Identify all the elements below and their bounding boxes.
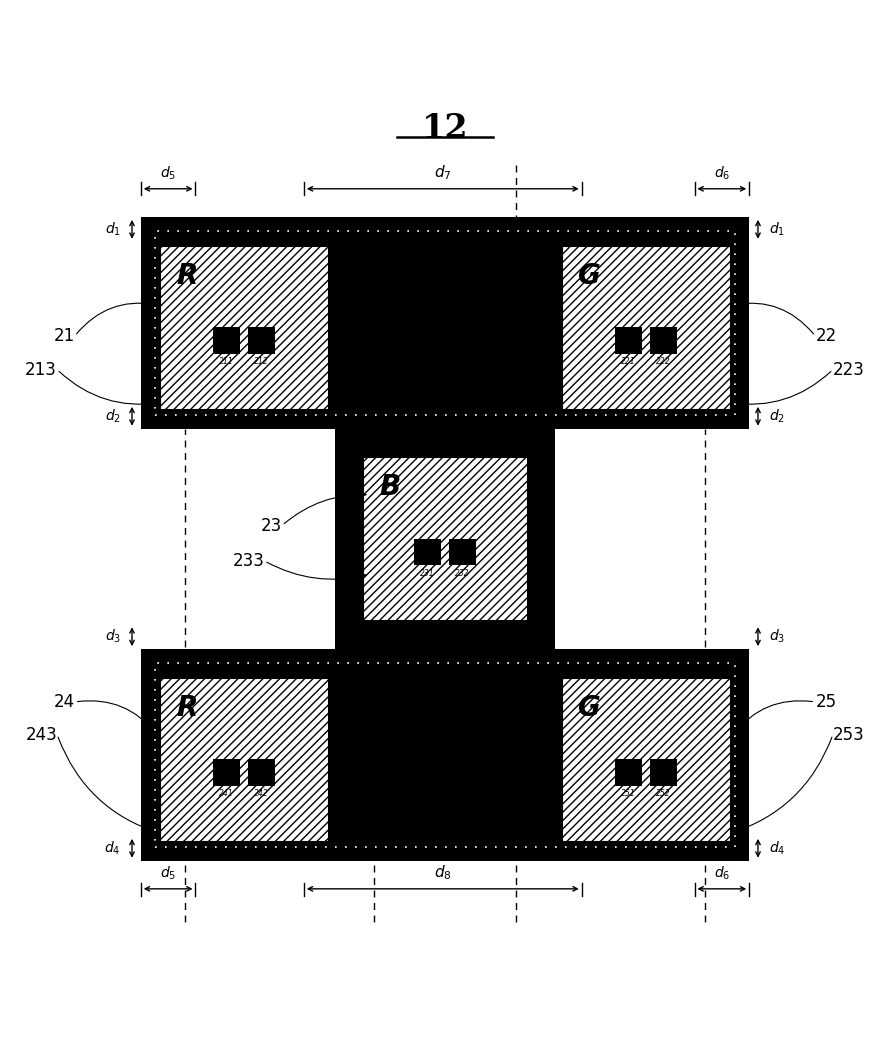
Text: 22: 22 bbox=[815, 328, 837, 346]
Text: $d_3$: $d_3$ bbox=[769, 628, 786, 646]
Text: 211: 211 bbox=[219, 357, 234, 367]
Text: R: R bbox=[176, 262, 198, 290]
Bar bbox=[363, 457, 527, 620]
Text: 242: 242 bbox=[255, 790, 269, 798]
Bar bbox=[213, 328, 239, 354]
Text: 23: 23 bbox=[261, 516, 282, 534]
Bar bbox=[141, 217, 749, 428]
Text: 232: 232 bbox=[456, 568, 470, 578]
Text: 24: 24 bbox=[53, 693, 75, 711]
Text: 241: 241 bbox=[219, 790, 234, 798]
Text: G: G bbox=[578, 262, 601, 290]
Text: $d_4$: $d_4$ bbox=[104, 840, 121, 856]
Text: 252: 252 bbox=[656, 790, 671, 798]
Text: $d_1$: $d_1$ bbox=[769, 220, 785, 238]
Bar bbox=[160, 678, 328, 842]
Bar bbox=[651, 760, 677, 785]
Text: 223: 223 bbox=[833, 360, 865, 378]
Bar bbox=[141, 649, 749, 861]
Text: G: G bbox=[578, 694, 601, 722]
Bar bbox=[248, 328, 275, 354]
Text: 212: 212 bbox=[255, 357, 269, 367]
Text: 231: 231 bbox=[420, 568, 434, 578]
Text: 221: 221 bbox=[621, 357, 635, 367]
Text: R: R bbox=[176, 694, 198, 722]
Bar bbox=[213, 760, 239, 785]
Bar bbox=[651, 328, 677, 354]
Bar bbox=[155, 231, 735, 414]
Text: $d_1$: $d_1$ bbox=[105, 220, 121, 238]
Bar bbox=[562, 246, 730, 409]
Bar bbox=[615, 328, 642, 354]
Bar bbox=[155, 664, 735, 847]
Text: $d_7$: $d_7$ bbox=[434, 163, 451, 181]
Bar bbox=[160, 246, 328, 409]
Bar bbox=[615, 760, 642, 785]
Text: 233: 233 bbox=[232, 552, 264, 570]
Bar bbox=[449, 538, 476, 565]
Text: 21: 21 bbox=[53, 328, 75, 346]
Text: 243: 243 bbox=[25, 725, 57, 743]
Text: $d_6$: $d_6$ bbox=[714, 864, 730, 882]
Text: $d_4$: $d_4$ bbox=[769, 840, 786, 856]
Text: $d_3$: $d_3$ bbox=[104, 628, 121, 646]
Text: 251: 251 bbox=[621, 790, 635, 798]
Text: 222: 222 bbox=[656, 357, 671, 367]
Bar bbox=[414, 538, 441, 565]
Text: 12: 12 bbox=[422, 112, 468, 145]
Text: B: B bbox=[379, 473, 400, 501]
Text: $d_5$: $d_5$ bbox=[160, 864, 176, 882]
Bar bbox=[335, 428, 555, 649]
Text: 213: 213 bbox=[25, 360, 57, 378]
Text: $d_2$: $d_2$ bbox=[769, 407, 785, 425]
Text: $d_8$: $d_8$ bbox=[434, 863, 451, 882]
Text: $d_2$: $d_2$ bbox=[105, 407, 121, 425]
Text: 253: 253 bbox=[833, 725, 865, 743]
Text: $d_6$: $d_6$ bbox=[714, 164, 730, 181]
Bar bbox=[562, 678, 730, 842]
Text: 25: 25 bbox=[815, 693, 837, 711]
Text: $d_5$: $d_5$ bbox=[160, 164, 176, 181]
Bar bbox=[248, 760, 275, 785]
